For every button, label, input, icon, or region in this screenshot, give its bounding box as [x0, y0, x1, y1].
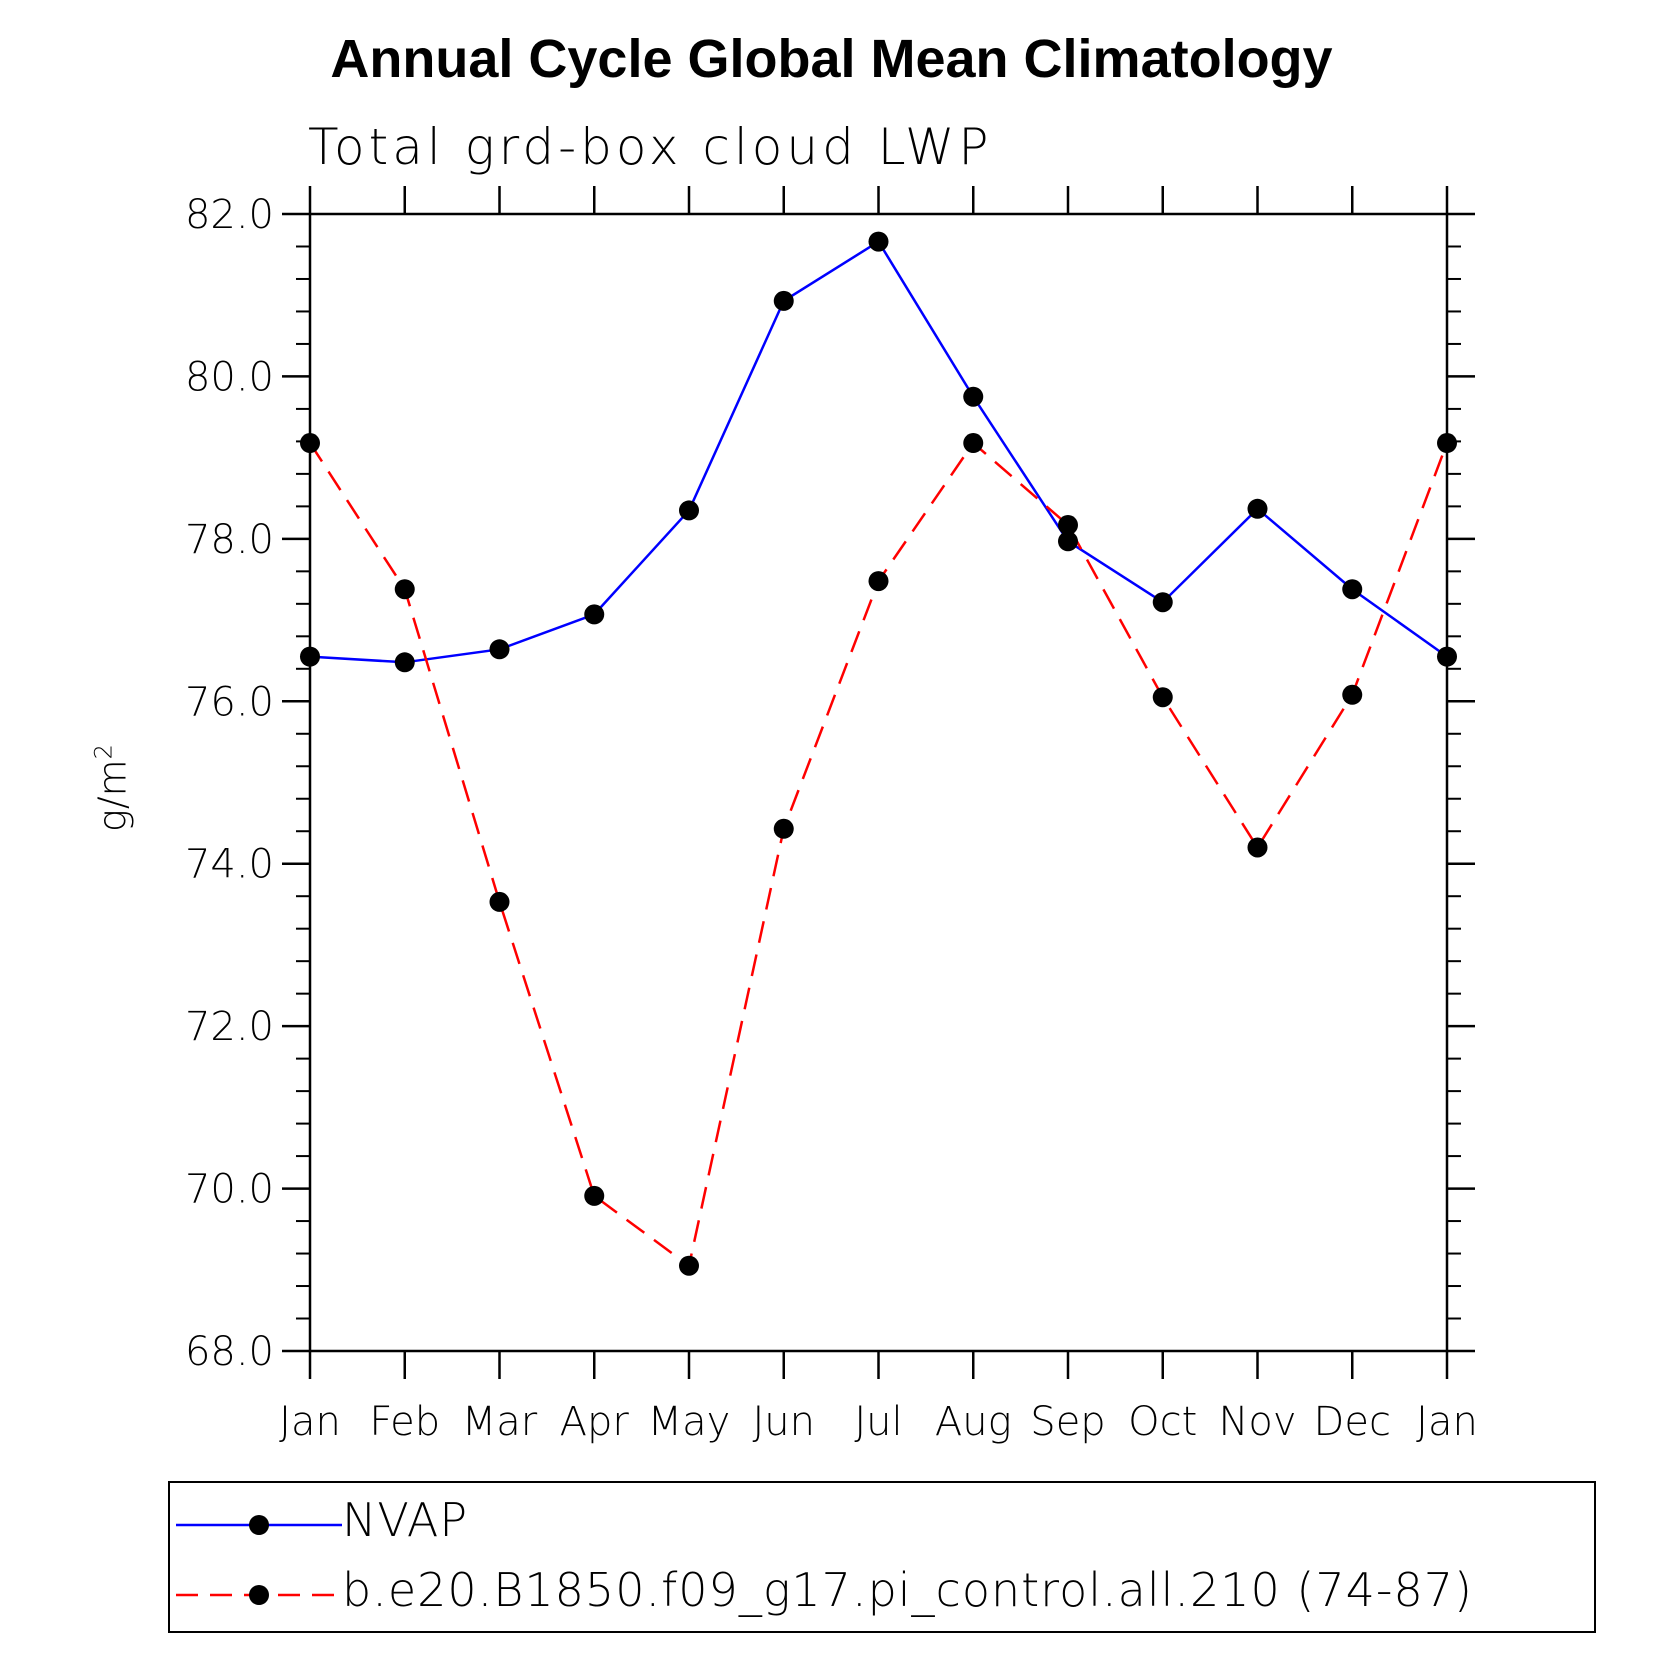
chart-title: Annual Cycle Global Mean Climatology — [330, 29, 1333, 89]
legend-label-nvap: NVAP — [342, 1493, 469, 1547]
data-point-series-0 — [868, 231, 889, 252]
x-tick-label: Mar — [462, 1399, 538, 1445]
x-tick-label: Jan — [279, 1399, 341, 1445]
x-tick-label: Jun — [753, 1399, 816, 1445]
data-point-series-1 — [489, 891, 510, 912]
data-point-series-1 — [1058, 515, 1078, 536]
y-tick-label: 76.0 — [185, 679, 274, 725]
y-tick-label: 74.0 — [185, 842, 274, 888]
data-point-series-0 — [1437, 646, 1457, 667]
data-point-series-1 — [868, 571, 889, 592]
data-point-series-0 — [773, 290, 794, 311]
data-point-series-1 — [773, 818, 794, 839]
data-point-series-1 — [963, 433, 984, 454]
data-point-series-1 — [394, 579, 415, 600]
data-point-series-0 — [1152, 592, 1173, 613]
data-point-series-0 — [679, 500, 699, 521]
legend-swatch-nvap — [176, 1515, 342, 1535]
y-tick-label: 68.0 — [185, 1329, 274, 1375]
markers-layer — [300, 231, 1457, 1276]
legend-label-model: b.e20.B1850.f09_g17.pi_control.all.210 (… — [342, 1563, 1473, 1617]
y-tick-label: 80.0 — [185, 354, 274, 400]
y-tick-label: 78.0 — [185, 517, 274, 563]
data-point-series-0 — [1247, 498, 1268, 519]
data-point-series-1 — [1152, 687, 1173, 708]
data-point-series-1 — [1247, 837, 1268, 858]
chart-subtitle: Total grd-box cloud LWP — [308, 118, 993, 176]
x-tick-label: Sep — [1030, 1399, 1105, 1445]
y-tick-label: 70.0 — [185, 1167, 274, 1213]
data-point-series-1 — [679, 1255, 699, 1276]
x-tick-label: Oct — [1128, 1399, 1197, 1445]
data-point-series-0 — [584, 604, 605, 625]
data-point-series-0 — [489, 639, 510, 660]
x-tick-label: Dec — [1314, 1399, 1391, 1445]
series-line-0 — [309, 239, 1448, 664]
legend-swatch-model — [176, 1585, 342, 1605]
y-tick-label: 72.0 — [185, 1004, 274, 1050]
x-tick-label: Nov — [1218, 1399, 1296, 1445]
x-tick-label: Jan — [1416, 1399, 1478, 1445]
data-point-series-1 — [1342, 684, 1363, 705]
data-point-series-1 — [1437, 433, 1457, 454]
legend-entry-model: b.e20.B1850.f09_g17.pi_control.all.210 (… — [170, 1559, 1594, 1629]
data-point-series-1 — [584, 1185, 605, 1206]
y-tick-label: 82.0 — [185, 192, 274, 238]
series-layer — [308, 239, 1449, 1268]
x-tick-label: Aug — [935, 1399, 1012, 1445]
x-tick-label: Jul — [854, 1399, 902, 1445]
data-point-series-0 — [1058, 531, 1078, 552]
data-point-series-0 — [300, 646, 320, 667]
series-line-1 — [308, 441, 1449, 1268]
legend: NVAP b.e20.B1850.f09_g17.pi_control.all.… — [168, 1481, 1596, 1633]
legend-entry-nvap: NVAP — [170, 1489, 1594, 1559]
plot-frame — [308, 212, 1449, 1353]
legend-marker-nvap — [249, 1515, 269, 1535]
data-point-series-0 — [394, 652, 415, 673]
x-tick-label: Feb — [369, 1399, 440, 1445]
axes: Jan Feb Mar Apr May Jun Jul Aug Sep Oct Nov Dec Jan6… — [185, 186, 1478, 1445]
x-tick-label: Apr — [560, 1399, 630, 1445]
data-point-series-0 — [963, 386, 984, 407]
data-point-series-1 — [300, 433, 320, 454]
data-point-series-0 — [1342, 579, 1363, 600]
legend-marker-model — [249, 1585, 269, 1605]
x-tick-label: May — [648, 1399, 731, 1445]
